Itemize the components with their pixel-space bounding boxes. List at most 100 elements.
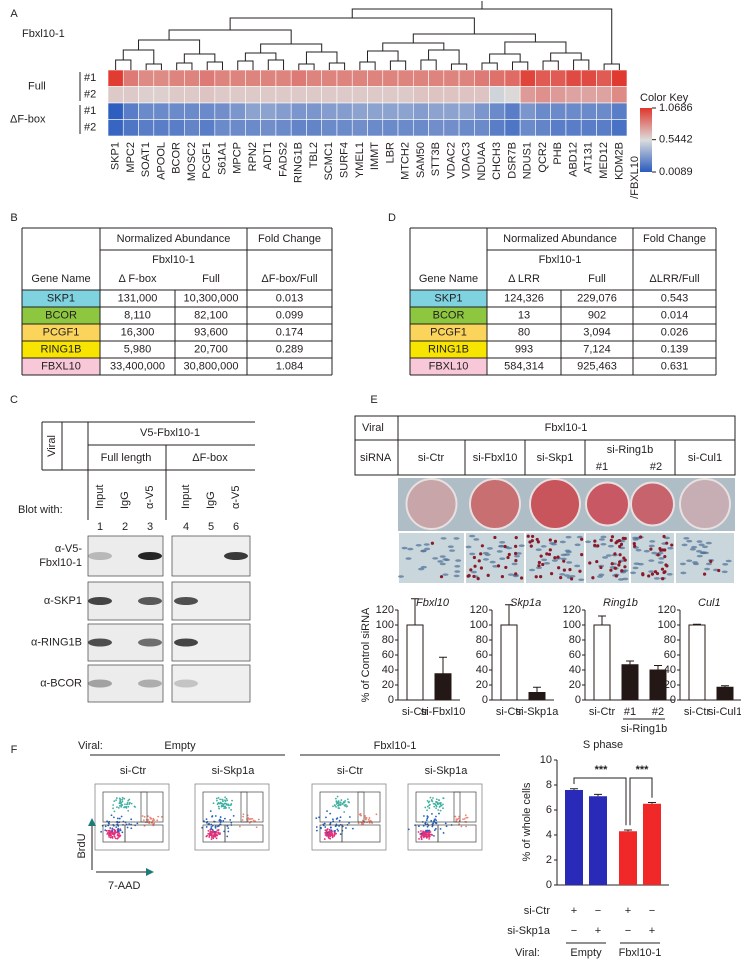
flow-event bbox=[119, 829, 122, 832]
gate bbox=[124, 824, 164, 843]
error-bar bbox=[533, 686, 541, 693]
heatmap-cell bbox=[153, 86, 170, 104]
flow-event bbox=[123, 797, 126, 800]
cell bbox=[465, 545, 472, 549]
flow-event bbox=[324, 826, 327, 828]
flow-event bbox=[130, 827, 133, 830]
flow-event bbox=[205, 818, 208, 820]
cell bbox=[596, 575, 603, 578]
lipid-droplet bbox=[661, 577, 665, 581]
flow-event bbox=[227, 803, 230, 806]
flow-event bbox=[214, 815, 217, 817]
gene-cell bbox=[410, 324, 487, 341]
flow-event bbox=[428, 837, 431, 840]
gene-label: SKP1 bbox=[110, 142, 122, 170]
heatmap-cell bbox=[428, 86, 445, 104]
table-cell: 1.084 bbox=[276, 360, 304, 372]
flow-event bbox=[222, 820, 225, 822]
lipid-droplet bbox=[622, 556, 626, 560]
cell bbox=[635, 548, 642, 552]
y-tick-label: 120 bbox=[658, 604, 676, 616]
heatmap-cell bbox=[367, 102, 384, 120]
blot-band bbox=[224, 552, 248, 560]
table-cell: 925,463 bbox=[577, 360, 617, 372]
sirna-sub: #1 bbox=[596, 461, 608, 473]
lipid-droplet bbox=[539, 554, 543, 558]
heatmap-cell bbox=[443, 69, 460, 87]
flow-event bbox=[364, 817, 367, 820]
flow-event bbox=[126, 826, 129, 829]
y-tick-label: 100 bbox=[658, 619, 676, 631]
flow-event bbox=[428, 829, 431, 832]
table-cell: 902 bbox=[588, 309, 606, 321]
flow-event bbox=[119, 798, 122, 801]
cell bbox=[398, 575, 405, 578]
flow-event bbox=[420, 835, 423, 838]
flow-event bbox=[254, 820, 256, 823]
flow-event bbox=[257, 818, 260, 821]
heatmap-cell bbox=[367, 69, 384, 87]
flow-event bbox=[113, 833, 116, 835]
flow-event bbox=[125, 805, 128, 808]
flow-event bbox=[156, 819, 159, 822]
bar bbox=[716, 686, 734, 701]
flow-event bbox=[414, 824, 417, 827]
gate bbox=[319, 791, 365, 823]
flow-event bbox=[341, 825, 344, 828]
blot-label: α-RING1B bbox=[31, 636, 82, 648]
column-header: ΔLRR/Full bbox=[649, 273, 699, 285]
color-key bbox=[640, 108, 652, 172]
heatmap-cell bbox=[199, 102, 216, 120]
cell bbox=[541, 558, 548, 562]
dendrogram bbox=[481, 62, 498, 70]
flow-event bbox=[335, 801, 338, 803]
table-cell: 80 bbox=[518, 326, 530, 338]
flow-event bbox=[117, 806, 120, 809]
heatmap-cell bbox=[504, 119, 521, 137]
flow-event bbox=[345, 805, 348, 808]
heatmap-cell bbox=[351, 86, 368, 104]
flow-event bbox=[427, 816, 429, 818]
heatmap-cell bbox=[428, 69, 445, 87]
lipid-droplet bbox=[613, 566, 617, 570]
flow-event bbox=[358, 813, 361, 816]
sirna: si-Ring1b bbox=[607, 444, 653, 456]
flow-event bbox=[343, 804, 346, 807]
lipid-droplet bbox=[617, 563, 621, 567]
error-bar bbox=[505, 604, 513, 625]
flow-event bbox=[230, 808, 232, 811]
y-tick-label: 10 bbox=[540, 754, 552, 766]
y-tick-label: 4 bbox=[546, 829, 552, 841]
flow-event bbox=[426, 799, 429, 802]
heatmap-cell bbox=[336, 102, 353, 120]
gene-label: BCOR bbox=[171, 142, 183, 174]
flow-event bbox=[435, 822, 438, 825]
lipid-droplet bbox=[664, 563, 668, 567]
flow-event bbox=[126, 801, 129, 804]
heatmap-cell bbox=[275, 119, 292, 137]
flow-event bbox=[325, 816, 327, 819]
heatmap-cell bbox=[107, 102, 124, 120]
lipid-droplet bbox=[548, 548, 552, 552]
lipid-droplet bbox=[493, 535, 497, 540]
blot-band bbox=[88, 638, 112, 647]
flow-event bbox=[211, 828, 214, 831]
flow-event bbox=[427, 831, 430, 834]
bar bbox=[406, 624, 424, 701]
lipid-droplet bbox=[670, 543, 674, 547]
plate bbox=[585, 481, 630, 527]
flow-event bbox=[223, 805, 226, 808]
flow-event bbox=[315, 826, 318, 828]
row-label: #1 bbox=[84, 72, 96, 84]
lipid-droplet bbox=[562, 559, 566, 563]
lipid-droplet bbox=[514, 558, 518, 563]
flow-event bbox=[217, 829, 220, 831]
heatmap-cell bbox=[122, 69, 139, 87]
flow-event bbox=[432, 797, 434, 799]
flow-event bbox=[251, 817, 254, 820]
flow-event bbox=[111, 833, 113, 835]
error-bar bbox=[594, 793, 602, 797]
dendrogram bbox=[229, 17, 475, 34]
construct-label: V5-Fbxl10-1 bbox=[140, 427, 200, 439]
flow-event bbox=[147, 815, 149, 818]
